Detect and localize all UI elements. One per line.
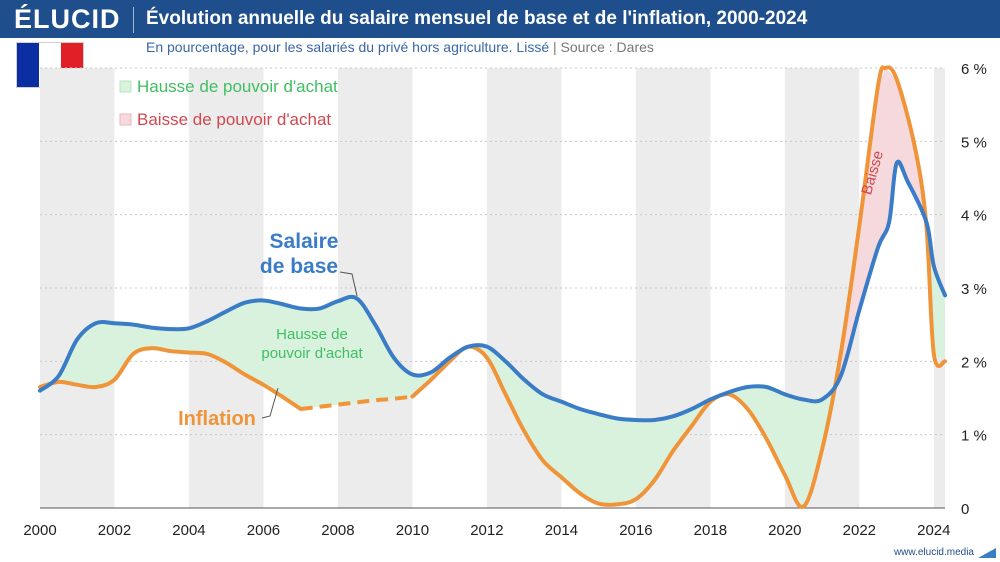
subtitle-text: En pourcentage, pour les salariés du pri… bbox=[146, 39, 550, 55]
salaire-label: de base bbox=[260, 255, 338, 278]
legend-swatch bbox=[119, 80, 132, 93]
x-tick-label: 2006 bbox=[247, 522, 280, 539]
y-tick-label: 5 % bbox=[961, 134, 987, 151]
inflation-line bbox=[38, 346, 303, 411]
x-tick-label: 2020 bbox=[768, 522, 801, 539]
x-tick-label: 2014 bbox=[545, 522, 578, 539]
baisse-area bbox=[835, 68, 927, 384]
legend-label: Hausse de pouvoir d'achat bbox=[137, 77, 338, 96]
salaire-label-leader bbox=[339, 271, 358, 297]
inflation-label-leader bbox=[261, 387, 279, 419]
y-tick-label: 6 % bbox=[961, 61, 987, 78]
x-tick-label: 2000 bbox=[23, 522, 56, 539]
x-tick-label: 2022 bbox=[843, 522, 876, 539]
source-separator: | bbox=[553, 39, 557, 55]
chart-subtitle: En pourcentage, pour les salariés du pri… bbox=[146, 39, 654, 55]
header-bar: ÉLUCID Évolution annuelle du salaire men… bbox=[0, 0, 1000, 38]
footer-url[interactable]: www.elucid.media bbox=[893, 547, 974, 558]
header-separator bbox=[133, 7, 134, 33]
x-tick-label: 2024 bbox=[917, 522, 950, 539]
elucid-logo[interactable]: ÉLUCID bbox=[14, 4, 121, 34]
y-tick-label: 3 % bbox=[961, 281, 987, 298]
x-tick-label: 2004 bbox=[172, 522, 205, 539]
chart-title: Évolution annuelle du salaire mensuel de… bbox=[146, 8, 808, 29]
y-tick-label: 2 % bbox=[961, 354, 987, 371]
x-tick-label: 2012 bbox=[470, 522, 503, 539]
x-tick-label: 2018 bbox=[694, 522, 727, 539]
hausse-annotation: pouvoir d'achat bbox=[261, 345, 363, 362]
legend-label: Baisse de pouvoir d'achat bbox=[137, 110, 331, 129]
y-tick-label: 1 % bbox=[961, 428, 987, 445]
inflation-label: Inflation bbox=[178, 408, 256, 430]
hausse-area bbox=[47, 298, 836, 507]
y-tick-label: 4 % bbox=[961, 208, 987, 225]
hausse-annotation: Hausse de bbox=[276, 326, 348, 343]
legend-swatch bbox=[119, 113, 132, 126]
x-tick-label: 2016 bbox=[619, 522, 652, 539]
salaire-line bbox=[38, 159, 947, 423]
x-tick-label: 2010 bbox=[396, 522, 429, 539]
background-band bbox=[40, 68, 115, 508]
x-tick-label: 2008 bbox=[321, 522, 354, 539]
elucid-mark-icon bbox=[978, 548, 996, 558]
x-tick-label: 2002 bbox=[98, 522, 131, 539]
source-text: Source : Dares bbox=[560, 39, 654, 55]
flag-blue-stripe bbox=[17, 43, 39, 87]
y-tick-label: 0 bbox=[961, 501, 969, 518]
salaire-label: Salaire bbox=[270, 230, 339, 253]
